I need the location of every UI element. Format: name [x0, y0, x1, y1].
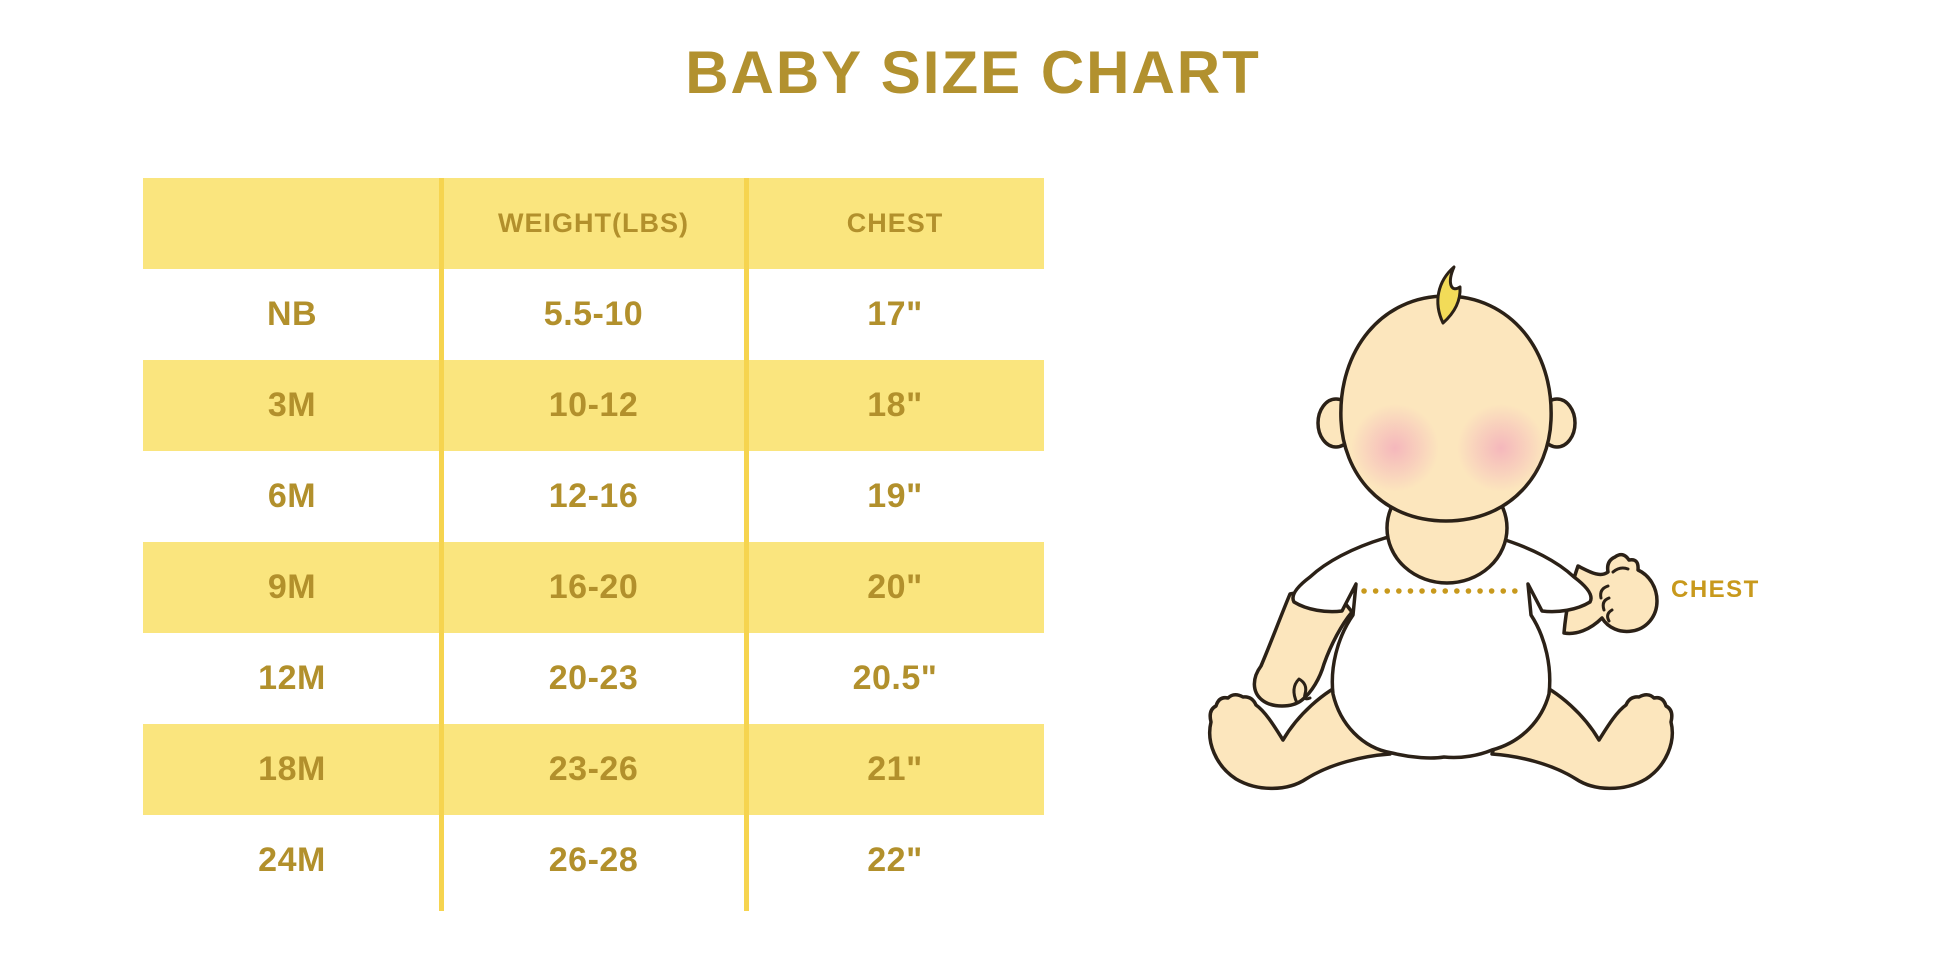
baby-left-hand-finger — [1292, 677, 1312, 705]
baby-right-blush — [1457, 404, 1545, 492]
table-row-24m: 24M 26-28 22" — [143, 815, 1044, 906]
cell-size: 24M — [258, 841, 326, 879]
cell-size: 3M — [267, 386, 317, 424]
baby-left-blush — [1351, 404, 1439, 492]
table-row-3m: 3M 10-12 18" — [143, 360, 1044, 451]
baby-hair-icon — [1436, 265, 1462, 325]
size-table: WEIGHT(LBS) CHEST NB 5.5-10 17" 3M 10-12… — [143, 178, 1044, 911]
cell-weight: 26-28 — [548, 841, 639, 879]
cell-chest: 21" — [867, 750, 923, 788]
cell-weight: 20-23 — [548, 659, 639, 697]
cell-size: 18M — [258, 750, 326, 788]
header-cell-weight: WEIGHT(LBS) — [498, 208, 689, 238]
cell-chest: 22" — [867, 841, 923, 879]
table-header-row: WEIGHT(LBS) CHEST — [143, 178, 1044, 269]
header-cell-size — [143, 178, 441, 269]
cell-chest: 20" — [867, 568, 923, 606]
baby-right-fist-knuckles — [1599, 566, 1630, 623]
cell-size: 6M — [267, 477, 317, 515]
cell-weight: 16-20 — [548, 568, 639, 606]
cell-chest: 18" — [867, 386, 923, 424]
cell-chest: 19" — [867, 477, 923, 515]
cell-size: 12M — [258, 659, 326, 697]
page-title: BABY SIZE CHART — [685, 39, 1261, 106]
cell-weight: 23-26 — [548, 750, 639, 788]
chest-label: CHEST — [1671, 576, 1760, 603]
table-row-6m: 6M 12-16 19" — [143, 451, 1044, 542]
cell-size: NB — [266, 295, 318, 333]
baby-right-arm — [1562, 552, 1659, 636]
cell-weight: 5.5-10 — [543, 295, 644, 333]
cell-chest: 20.5" — [852, 659, 938, 697]
table-row-nb: NB 5.5-10 17" — [143, 269, 1044, 360]
table-row-18m: 18M 23-26 21" — [143, 724, 1044, 815]
cell-weight: 12-16 — [548, 477, 639, 515]
cell-size: 9M — [267, 568, 317, 606]
cell-chest: 17" — [867, 295, 923, 333]
baby-onesie — [1291, 530, 1593, 760]
header-cell-chest: CHEST — [846, 208, 944, 238]
table-row-9m: 9M 16-20 20" — [143, 542, 1044, 633]
table-row-12m: 12M 20-23 20.5" — [143, 633, 1044, 724]
cell-weight: 10-12 — [548, 386, 639, 424]
baby-illustration — [1208, 265, 1674, 791]
column-divider-2 — [744, 178, 749, 911]
column-divider-1 — [439, 178, 444, 911]
